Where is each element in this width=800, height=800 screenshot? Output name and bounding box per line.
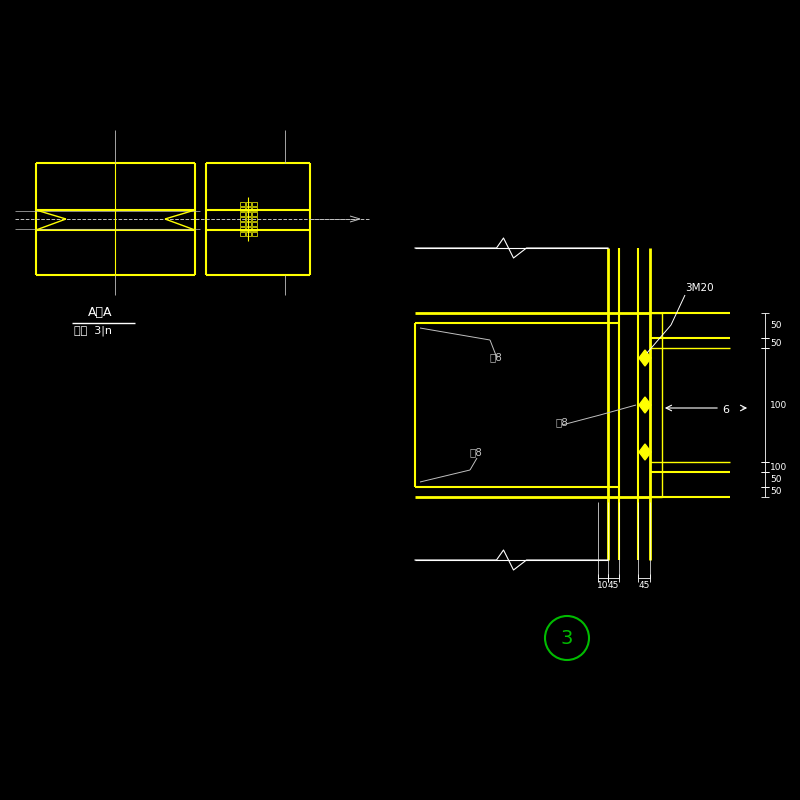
Text: 45: 45 [608, 581, 619, 590]
Text: 3: 3 [561, 629, 573, 647]
Polygon shape [639, 444, 651, 460]
Bar [251, 222, 257, 226]
Bar [251, 232, 257, 236]
Bar [251, 217, 257, 221]
Text: 45: 45 [638, 581, 650, 590]
Text: 50: 50 [770, 475, 782, 484]
Text: 3M20: 3M20 [685, 283, 714, 293]
Bar [239, 217, 245, 221]
Bar [251, 202, 257, 206]
Bar [246, 222, 250, 226]
Bar [246, 217, 250, 221]
Text: 50: 50 [770, 487, 782, 497]
Text: 100: 100 [770, 401, 787, 410]
Bar [251, 227, 257, 231]
Bar [239, 202, 245, 206]
Bar [246, 202, 250, 206]
Bar [239, 212, 245, 216]
Text: 厚8: 厚8 [470, 447, 483, 457]
Bar [246, 232, 250, 236]
Text: 厚8: 厚8 [555, 417, 568, 427]
Bar [239, 207, 245, 211]
Bar [246, 227, 250, 231]
Text: 100: 100 [770, 462, 787, 471]
Bar [239, 227, 245, 231]
Text: A－A: A－A [88, 306, 112, 319]
Bar [251, 207, 257, 211]
Text: 10: 10 [598, 581, 609, 590]
Bar [251, 212, 257, 216]
Text: 厚8: 厚8 [490, 352, 503, 362]
Bar [239, 232, 245, 236]
Bar [246, 207, 250, 211]
Text: 50: 50 [770, 338, 782, 347]
Text: 节点  3|n: 节点 3|n [74, 326, 112, 337]
Bar [239, 222, 245, 226]
Polygon shape [639, 397, 651, 413]
Text: 6: 6 [722, 405, 729, 415]
Bar [246, 212, 250, 216]
Polygon shape [639, 350, 651, 366]
Text: 50: 50 [770, 321, 782, 330]
